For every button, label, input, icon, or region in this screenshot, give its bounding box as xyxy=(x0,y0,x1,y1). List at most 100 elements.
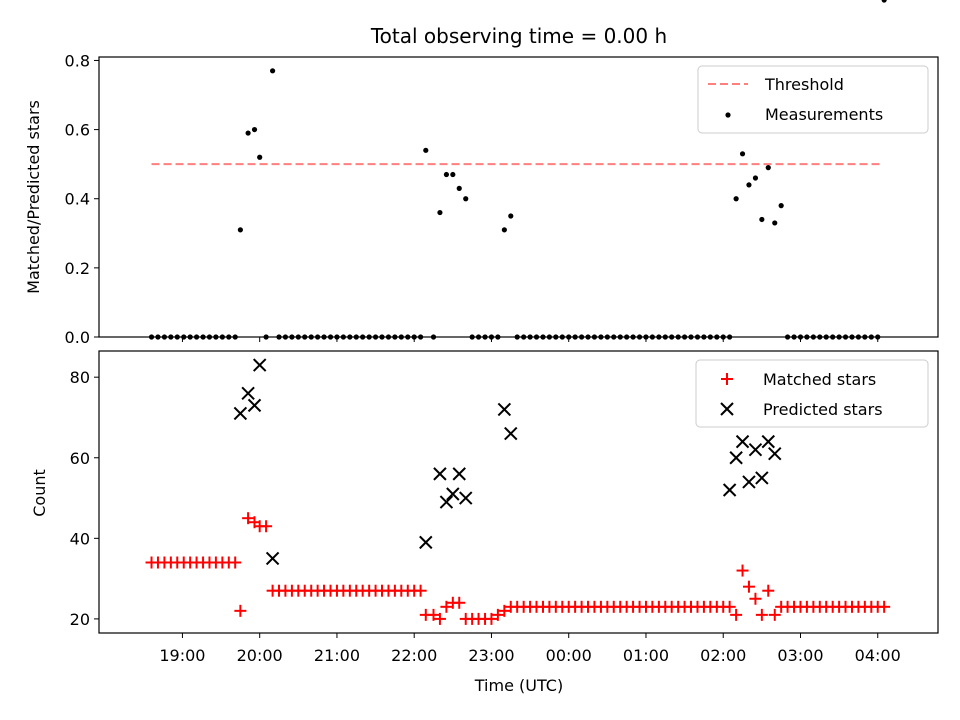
predicted-stars-series xyxy=(233,358,782,566)
bottom-y-tick-label: 80 xyxy=(70,368,90,387)
x-tick-label: 23:00 xyxy=(468,646,514,665)
measurement-point xyxy=(701,334,707,340)
measurement-point xyxy=(463,196,469,202)
matched-point xyxy=(433,612,446,625)
measurement-point xyxy=(881,0,887,3)
matched-point xyxy=(755,608,768,621)
measurement-point xyxy=(662,334,668,340)
measurement-point xyxy=(200,334,206,340)
top-y-tick-label: 0.4 xyxy=(65,190,90,209)
x-tick-label: 21:00 xyxy=(314,646,360,665)
measurement-point xyxy=(219,334,225,340)
measurement-point xyxy=(823,334,829,340)
measurement-point xyxy=(675,334,681,340)
bottom-y-tick-label: 20 xyxy=(70,610,90,629)
x-tick-label: 04:00 xyxy=(855,646,901,665)
measurement-point xyxy=(321,334,327,340)
predicted-point xyxy=(755,471,769,485)
measurement-point xyxy=(327,334,334,340)
measurement-point xyxy=(450,171,456,178)
measurement-point xyxy=(604,334,610,340)
measurement-point xyxy=(161,334,168,340)
predicted-point xyxy=(265,551,280,566)
measurement-point xyxy=(585,334,591,340)
measurement-point xyxy=(714,334,720,340)
measurement-point xyxy=(720,334,726,340)
measurement-point xyxy=(308,334,314,340)
measurement-point xyxy=(251,126,258,133)
measurement-point xyxy=(617,334,623,340)
x-tick-label: 03:00 xyxy=(777,646,823,665)
measurement-point xyxy=(759,216,765,223)
measurement-point xyxy=(836,334,842,340)
measurement-point xyxy=(804,334,810,340)
measurement-point xyxy=(739,151,746,157)
top-legend-box xyxy=(697,65,929,134)
measurement-point xyxy=(282,334,289,340)
bottom-y-tick-label: 60 xyxy=(70,449,90,468)
measurement-point xyxy=(398,334,404,340)
measurement-point xyxy=(168,334,174,340)
predicted-point xyxy=(761,434,775,449)
matched-point xyxy=(491,608,504,621)
measurement-point xyxy=(855,334,862,340)
measurement-point xyxy=(546,334,553,340)
bottom-panel-frame xyxy=(98,350,939,634)
predicted-point xyxy=(729,451,743,465)
matched-point xyxy=(723,600,736,613)
matched-point xyxy=(260,520,273,533)
measurement-point xyxy=(656,334,662,340)
measurement-point xyxy=(817,334,823,340)
measurement-point xyxy=(437,209,443,216)
measurement-point xyxy=(842,334,849,340)
measurement-point xyxy=(598,334,604,340)
measurement-point xyxy=(340,334,346,340)
measurement-point xyxy=(752,175,759,181)
matched-point xyxy=(768,608,781,621)
measurement-point xyxy=(475,334,482,340)
measurement-point xyxy=(269,68,276,74)
measurement-point xyxy=(540,334,546,340)
measurement-point xyxy=(579,334,585,340)
measurement-point xyxy=(276,334,282,340)
matched-point xyxy=(427,608,440,621)
matched-point xyxy=(440,600,453,613)
predicted-point xyxy=(768,447,782,461)
measurement-point xyxy=(649,334,655,340)
x-tick-label: 22:00 xyxy=(391,646,437,665)
measurement-point xyxy=(830,334,836,340)
predicted-point xyxy=(252,358,267,372)
chart-title: Total observing time = 0.00 h xyxy=(370,24,667,48)
predicted-point xyxy=(497,402,512,417)
measurement-point xyxy=(245,130,251,136)
measurement-point xyxy=(213,334,219,340)
measurement-point xyxy=(688,334,694,340)
top-y-tick-label: 0.0 xyxy=(65,328,90,347)
matched-point xyxy=(762,584,775,597)
measurement-point xyxy=(423,147,429,153)
measurement-point xyxy=(630,334,636,340)
bottom-panel-x-ticks: 19:00 20:00 21:00 22:00 23:00 00:00 01:00 02:00… xyxy=(159,633,901,665)
measurement-point xyxy=(456,185,462,191)
bottom-y-tick-label: 40 xyxy=(70,529,90,548)
matched-point xyxy=(730,608,743,621)
legend-measurements-swatch xyxy=(725,112,731,118)
measurement-point xyxy=(334,334,340,340)
measurement-point xyxy=(405,334,411,340)
top-y-tick-label: 0.8 xyxy=(65,51,90,70)
predicted-point xyxy=(433,467,447,481)
legend-predicted-label: Predicted stars xyxy=(763,400,883,419)
measurement-point xyxy=(527,334,533,340)
measurement-point xyxy=(862,334,868,340)
legend-matched-swatch xyxy=(721,373,733,385)
predicted-point xyxy=(419,535,433,550)
measurement-point xyxy=(174,334,180,340)
measurement-point xyxy=(772,220,778,226)
measurement-point xyxy=(643,334,649,340)
predicted-point xyxy=(439,495,454,509)
bottom-legend: Matched stars Predicted stars xyxy=(695,359,929,428)
measurement-point xyxy=(791,334,797,340)
measurement-point xyxy=(385,334,392,340)
x-tick-label: 19:00 xyxy=(159,646,205,665)
